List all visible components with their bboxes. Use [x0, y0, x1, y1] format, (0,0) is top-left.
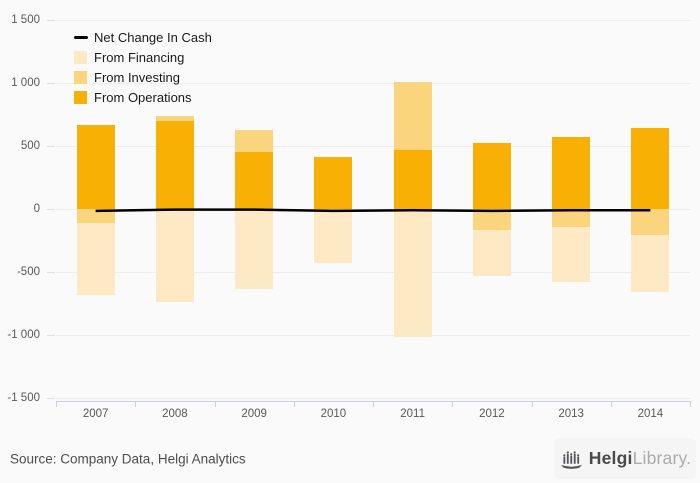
bar-segment-operations-2008 — [155, 120, 194, 209]
x-axis-tick — [135, 401, 137, 407]
gridline-1500 — [56, 20, 690, 21]
x-axis-label-2014: 2014 — [637, 408, 664, 420]
bar-segment-operations-2012 — [472, 143, 511, 209]
x-axis-tick — [610, 401, 612, 407]
gridline-500 — [56, 146, 690, 147]
legend-line-swatch — [74, 35, 88, 39]
x-axis-tick — [373, 401, 374, 407]
logo-ship-icon — [560, 451, 582, 469]
x-axis-label-2012: 2012 — [479, 408, 505, 420]
bar-segment-financing-2009 — [235, 209, 274, 289]
x-axis-label-2009: 2009 — [241, 408, 267, 420]
brand-helgi: Helgi — [588, 448, 633, 468]
y-axis-tick — [47, 83, 55, 84]
bar-segment-operations-2009 — [235, 152, 274, 209]
x-axis-tick — [452, 401, 454, 407]
gridline-1000 — [56, 83, 690, 84]
chart-footer: Source: Company Data, Helgi Analytics He… — [0, 435, 700, 483]
gridline-0 — [56, 209, 690, 210]
x-axis-tick — [56, 401, 57, 407]
bar-segment-financing-2013 — [552, 226, 591, 283]
legend-color-swatch — [74, 50, 87, 64]
bar-segment-operations-2011 — [393, 150, 432, 209]
legend-label: From Investing — [94, 69, 180, 85]
bar-segment-investing-2007 — [76, 209, 115, 224]
brand-text: HelgiLibrary. — [589, 448, 691, 469]
y-axis-label: 1 000 — [11, 77, 40, 89]
x-axis-tick — [293, 401, 295, 407]
bar-segment-financing-2011 — [393, 209, 432, 337]
bar-segment-operations-2014 — [631, 127, 670, 209]
y-axis-label: 0 — [33, 203, 40, 215]
legend-label: From Financing — [94, 49, 185, 65]
bar-segment-financing-2008 — [155, 209, 194, 303]
gridline--1500 — [56, 398, 690, 399]
y-axis-tick — [47, 20, 55, 21]
legend-color-swatch — [74, 70, 87, 84]
bar-segment-investing-2013 — [552, 209, 591, 227]
bar-segment-financing-2007 — [76, 223, 115, 295]
y-axis-label: -1 500 — [7, 392, 40, 404]
y-axis-label: 500 — [20, 140, 40, 152]
legend-label: From Operations — [94, 89, 192, 105]
legend-item-net-change-in-cash: Net Change In Cash — [74, 27, 212, 47]
legend-item-from-investing: From Investing — [74, 67, 212, 87]
x-axis-label-2011: 2011 — [400, 408, 425, 420]
y-axis-label: 1 500 — [11, 14, 40, 26]
bar-segment-operations-2013 — [552, 137, 591, 209]
cash-flow-chart: 1 500 1 000 500 0 -500 -1 000 -1 500 2007 2008 2… — [7, 14, 691, 420]
legend-item-from-operations: From Operations — [74, 87, 212, 107]
x-axis-tick — [531, 401, 533, 407]
bar-segment-investing-2008 — [155, 116, 194, 121]
legend-label: Net Change In Cash — [94, 29, 212, 45]
y-axis-tick — [47, 209, 55, 210]
x-axis-label-2008: 2008 — [162, 408, 188, 420]
y-axis-label: -1 000 — [7, 329, 40, 341]
bar-segment-investing-2014 — [631, 209, 670, 235]
x-axis-label-2007: 2007 — [82, 408, 109, 420]
y-axis-label: -500 — [16, 266, 40, 278]
y-axis-tick — [47, 398, 55, 399]
bar-segment-operations-2010 — [314, 156, 353, 209]
legend-item-from-financing: From Financing — [74, 47, 212, 67]
bar-segment-investing-2011 — [393, 82, 432, 151]
y-axis-tick — [47, 335, 55, 336]
gridline--1000 — [56, 335, 690, 336]
x-axis-tick — [690, 401, 691, 407]
y-axis-tick — [47, 272, 55, 273]
gridline--500 — [56, 272, 690, 273]
bar-segment-operations-2007 — [76, 125, 115, 209]
bar-segment-investing-2012 — [472, 209, 511, 231]
legend-color-swatch — [74, 90, 87, 104]
bar-segment-financing-2012 — [472, 230, 511, 277]
y-axis-tick — [47, 146, 55, 147]
helgi-library-logo: HelgiLibrary. — [554, 438, 696, 479]
bar-segment-investing-2009 — [235, 129, 274, 153]
bar-segment-financing-2014 — [631, 234, 670, 292]
x-axis-label-2013: 2013 — [558, 408, 584, 420]
brand-library: Library. — [632, 448, 692, 468]
x-axis-label-2010: 2010 — [320, 408, 347, 420]
source-attribution: Source: Company Data, Helgi Analytics — [10, 451, 246, 467]
chart-legend: Net Change In Cash From Financing From Inv… — [74, 27, 212, 107]
x-axis-tick — [214, 401, 216, 407]
bar-segment-financing-2010 — [314, 210, 353, 264]
